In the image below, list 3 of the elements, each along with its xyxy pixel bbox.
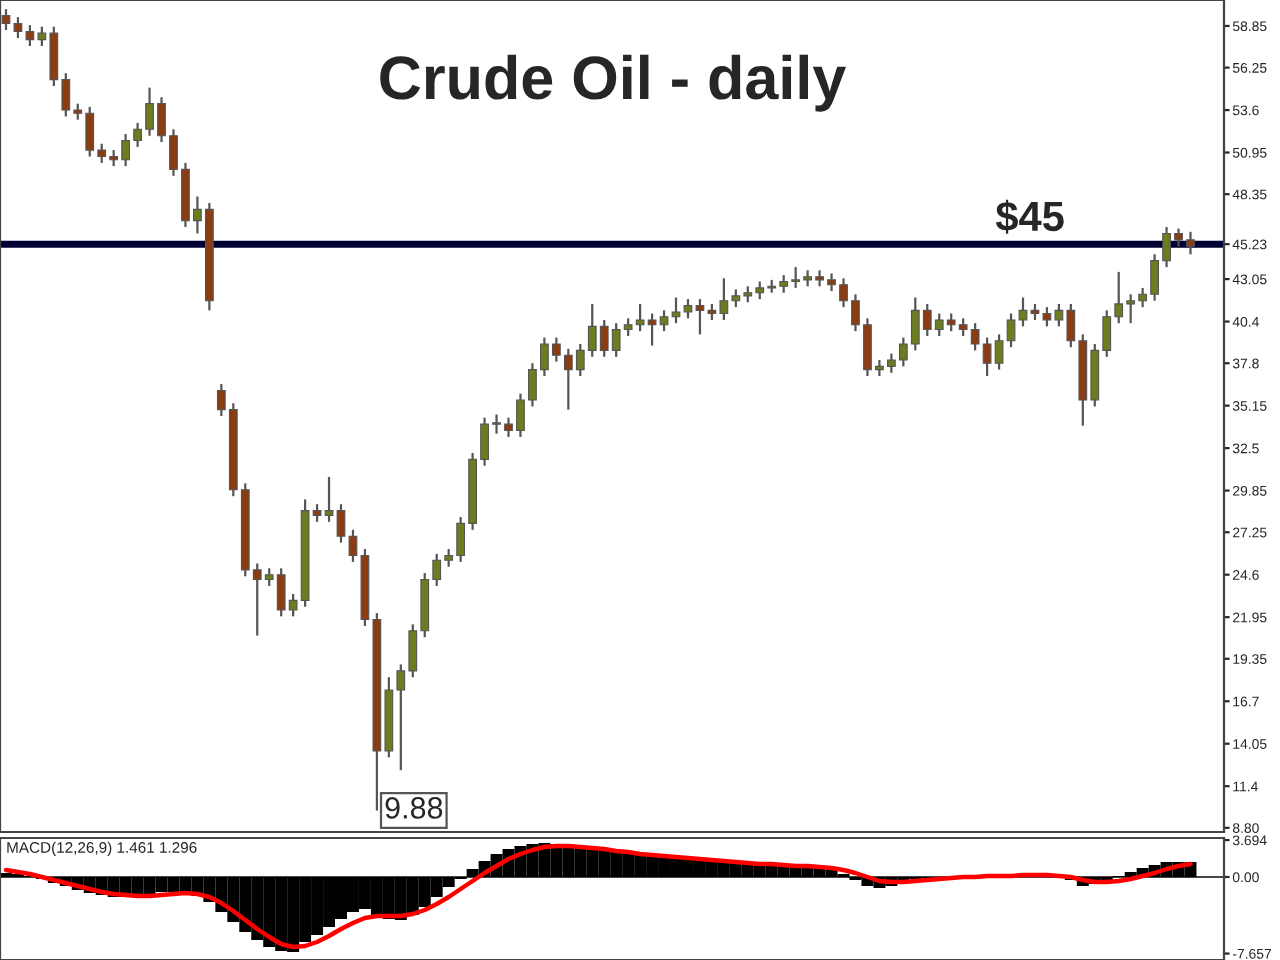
annotation: 9.88: [385, 797, 443, 819]
text: Crude Oil - daily: [380, 54, 846, 112]
ref-line-label: $45: [995, 199, 1064, 234]
